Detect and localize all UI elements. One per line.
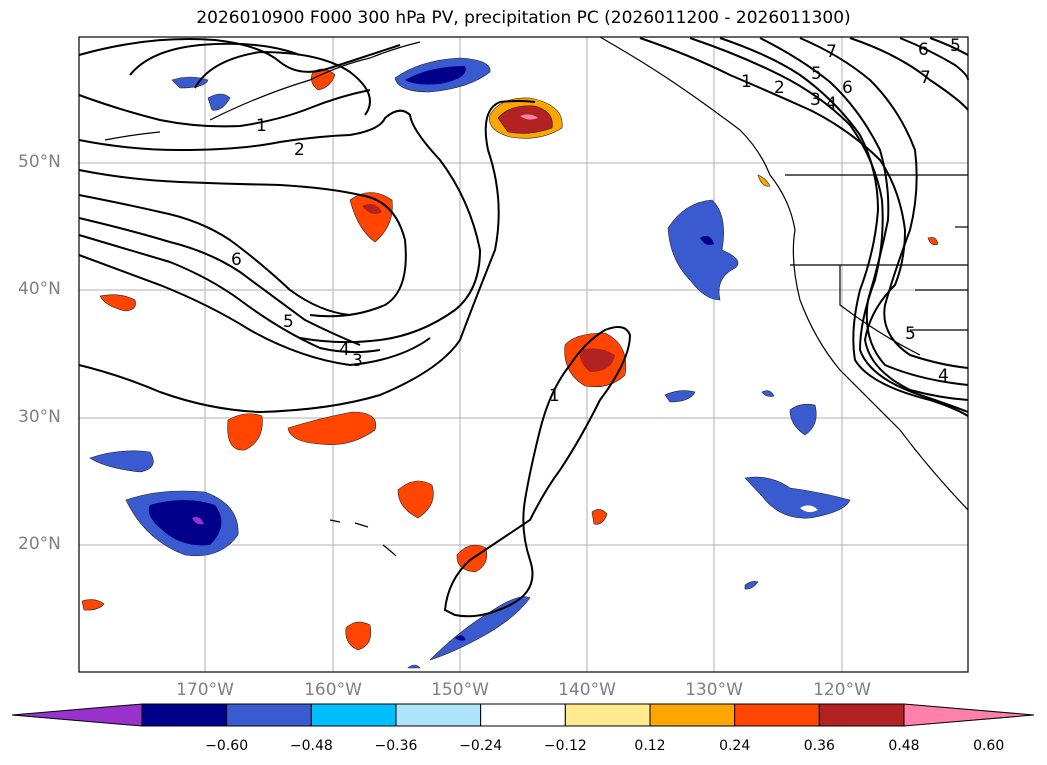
colorbar-segment (564, 703, 651, 727)
precip-blob (744, 581, 759, 590)
precip-negative-blobs (89, 57, 851, 669)
pv-contour (719, 37, 969, 417)
lat-label: 40°N (18, 279, 61, 299)
contour-label: 1 (549, 386, 560, 406)
pv-contour (689, 37, 969, 413)
lat-label: 50°N (18, 152, 61, 172)
precip-positive-blobs (81, 68, 939, 651)
contour-label: 5 (905, 324, 916, 344)
colorbar-segment (480, 703, 566, 727)
colorbar-tick-label: −0.12 (543, 738, 587, 754)
lon-label: 150°W (431, 680, 489, 700)
colorbar-segment (11, 703, 143, 727)
colorbar-segment (903, 703, 1035, 727)
pv-contour (78, 217, 361, 346)
contour-label: 3 (810, 90, 821, 110)
pv-contour (849, 37, 969, 111)
pv-contour (78, 169, 407, 318)
contour-label: 6 (842, 78, 853, 98)
precip-blob (497, 105, 553, 134)
contour-label: 4 (339, 340, 350, 360)
precip-blob (207, 93, 231, 111)
colorbar-tick-label: 0.24 (719, 738, 751, 754)
pv-contour (899, 37, 969, 81)
lon-label: 120°W (813, 680, 871, 700)
colorbar (11, 703, 1035, 727)
colorbar-segment (395, 703, 482, 727)
precip-blob (744, 476, 851, 519)
precip-blob (591, 509, 608, 525)
contour-label: 5 (283, 312, 294, 332)
lon-label: 130°W (685, 680, 743, 700)
contour-label: 6 (918, 40, 929, 60)
pv-contour (78, 234, 381, 354)
contour-label: 4 (826, 94, 837, 114)
contour-label: 2 (774, 78, 785, 98)
colorbar-segment (649, 703, 736, 727)
precip-blob (89, 450, 154, 473)
colorbar-segment (734, 703, 820, 727)
precip-blob (99, 294, 136, 312)
precip-blob (81, 599, 105, 611)
precip-blob (927, 236, 939, 246)
colorbar-segment (310, 703, 397, 727)
lon-label: 170°W (176, 680, 234, 700)
contour-label: 5 (811, 64, 822, 84)
pv-contour (929, 37, 969, 56)
contour-label: 2 (294, 140, 305, 160)
colorbar-segment (818, 703, 905, 727)
pv-contour (443, 325, 632, 618)
precip-blob (171, 76, 209, 89)
lon-label: 160°W (304, 680, 362, 700)
contour-label: 1 (741, 72, 752, 92)
precip-blob (349, 192, 393, 243)
precip-blob (397, 480, 434, 519)
pv-contour (129, 42, 301, 76)
colorbar-tick-label: 0.12 (634, 738, 666, 754)
colorbar-tick-label: −0.60 (205, 738, 249, 754)
pv-contours (78, 37, 969, 618)
precip-blob (667, 199, 739, 301)
pv-contour (78, 194, 351, 316)
pv-contour (78, 38, 401, 73)
precip-blob (345, 621, 372, 651)
contour-label: 7 (826, 42, 837, 62)
colorbar-tick-label: 0.60 (973, 738, 1005, 754)
precip-blob (757, 174, 771, 187)
pv-contour (639, 37, 969, 401)
precip-blob (664, 390, 696, 403)
contour-label: 7 (920, 68, 931, 88)
colorbar-segment (141, 703, 228, 727)
precip-blob (287, 411, 377, 445)
colorbar-tick-label: 0.48 (888, 738, 920, 754)
map-title: 2026010900 F000 300 hPa PV, precipitatio… (196, 8, 851, 28)
precip-blob (407, 664, 421, 669)
colorbar-tick-label: −0.24 (459, 738, 503, 754)
lon-label: 140°W (558, 680, 616, 700)
precip-blob (429, 596, 531, 661)
contour-label: 1 (256, 116, 267, 136)
contour-label: 5 (950, 36, 961, 56)
pv-contour (78, 100, 536, 414)
pv-contour (78, 254, 431, 367)
precip-blob (761, 390, 775, 397)
precip-blob (789, 403, 817, 436)
precip-blob (227, 413, 263, 451)
colorbar-segment (226, 703, 312, 727)
lat-label: 30°N (18, 407, 61, 427)
contour-label: 4 (938, 366, 949, 386)
colorbar-tick-label: 0.36 (803, 738, 835, 754)
colorbar-tick-label: −0.36 (374, 738, 418, 754)
pv-contour (799, 37, 969, 369)
contour-label: 6 (231, 250, 242, 270)
colorbar-tick-label: −0.48 (289, 738, 333, 754)
lat-label: 20°N (18, 534, 61, 554)
pv-contour (759, 37, 969, 386)
coastlines (104, 36, 969, 557)
map-frame (78, 36, 969, 673)
pv-contour (78, 109, 482, 344)
pv-contour (78, 89, 371, 128)
contour-label: 3 (352, 351, 363, 371)
